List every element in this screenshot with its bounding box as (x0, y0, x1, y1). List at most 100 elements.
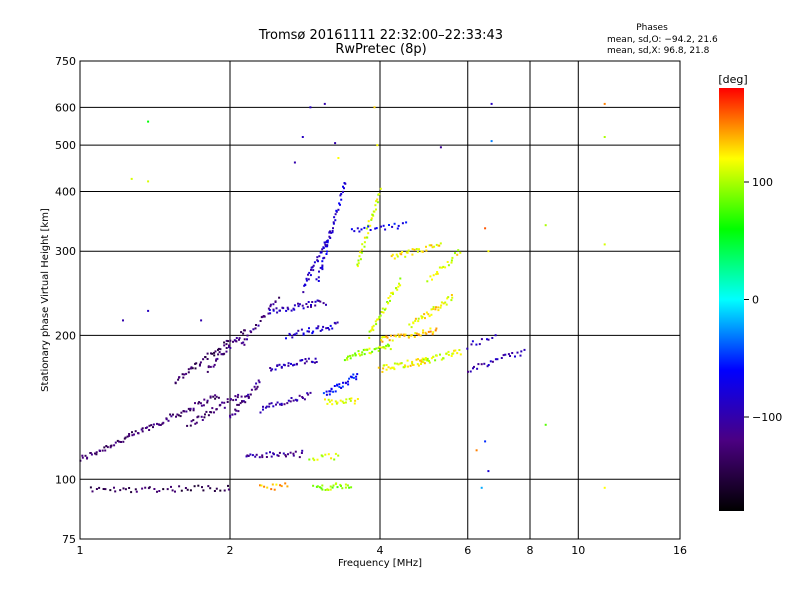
echo-point (228, 344, 230, 347)
echo-point (356, 265, 359, 268)
echo-point (263, 485, 266, 488)
echo-point (391, 291, 394, 294)
echo-point (244, 395, 247, 398)
echo-point (450, 299, 453, 302)
echo-point (421, 357, 424, 360)
echo-point (314, 300, 317, 303)
echo-point (385, 335, 388, 338)
echo-point (383, 336, 386, 339)
echo-point (421, 316, 424, 318)
echo-point (422, 361, 425, 364)
echo-point (420, 359, 423, 362)
echo-point (369, 224, 372, 227)
echo-point (341, 400, 344, 403)
echo-point (217, 347, 220, 350)
echo-point (225, 343, 228, 346)
echo-point (398, 282, 400, 285)
echo-point (124, 488, 127, 491)
echo-point (186, 488, 189, 491)
echo-point (447, 264, 450, 267)
chart-title: Tromsø 20161111 22:32:00–22:33:43 (258, 28, 503, 43)
echo-point (295, 362, 298, 365)
echo-point (339, 483, 342, 486)
echo-point (426, 280, 429, 283)
echo-point (388, 344, 390, 347)
echo-point (451, 256, 454, 259)
echo-point (316, 458, 319, 461)
echo-point (235, 409, 238, 412)
echo-point (265, 456, 268, 458)
echo-point (242, 332, 245, 335)
echo-point (444, 301, 447, 304)
echo-point (520, 350, 523, 353)
echo-point (475, 343, 478, 346)
echo-point (376, 201, 379, 204)
echo-point (319, 266, 322, 269)
echo-point (204, 413, 206, 416)
echo-point (277, 454, 280, 457)
x-tick-label: 10 (571, 544, 585, 557)
echo-point (324, 453, 327, 456)
echo-point (421, 250, 424, 253)
echo-point (484, 227, 487, 230)
echo-point (327, 489, 330, 491)
echo-point (266, 486, 269, 489)
echo-point (353, 402, 356, 405)
echo-point (452, 352, 455, 355)
echo-point (356, 373, 359, 376)
echo-point (247, 393, 250, 396)
echo-point (328, 390, 331, 393)
echo-point (327, 327, 329, 329)
echo-point (301, 304, 304, 307)
echo-point (193, 485, 196, 488)
echo-point (354, 399, 357, 402)
echo-point (225, 347, 228, 349)
echo-point (325, 327, 328, 330)
echo-point (210, 352, 212, 355)
x-tick-label: 8 (527, 544, 534, 557)
echo-point (215, 395, 218, 398)
echo-point (469, 370, 472, 373)
echo-point (258, 456, 261, 459)
echo-point (406, 359, 409, 362)
echo-point (425, 245, 427, 248)
echo-point (218, 351, 221, 354)
echo-point (348, 397, 351, 400)
echo-point (346, 484, 349, 487)
echo-point (318, 486, 321, 489)
echo-point (156, 422, 158, 425)
echo-point (496, 358, 499, 361)
echo-point (428, 315, 431, 318)
echo-point (330, 231, 333, 234)
echo-point (207, 485, 210, 488)
echo-point (365, 227, 368, 230)
echo-point (362, 348, 365, 351)
echo-point (223, 489, 226, 492)
echo-point (213, 411, 215, 414)
echo-point (122, 319, 124, 322)
echo-point (390, 334, 392, 337)
echo-point (269, 303, 272, 306)
chart-subtitle: RwPretec (8p) (335, 42, 426, 57)
echo-point (500, 357, 503, 359)
echo-point (369, 229, 372, 231)
echo-point (349, 375, 352, 378)
echo-point (134, 488, 137, 491)
echo-point (390, 255, 393, 258)
colorbar-tick-label: 100 (752, 176, 773, 189)
echo-point (323, 241, 326, 244)
echo-point (321, 268, 324, 271)
echo-point (389, 299, 391, 302)
echo-point (307, 301, 310, 303)
echo-point (229, 416, 232, 419)
echo-point (211, 352, 214, 355)
echo-point (174, 382, 177, 385)
echo-point (475, 449, 478, 452)
echo-point (279, 484, 282, 487)
echo-point (289, 334, 292, 337)
echo-point (316, 327, 319, 330)
echo-point (158, 490, 161, 492)
echo-point (144, 427, 147, 429)
echo-point (339, 399, 342, 402)
echo-point (398, 335, 401, 338)
